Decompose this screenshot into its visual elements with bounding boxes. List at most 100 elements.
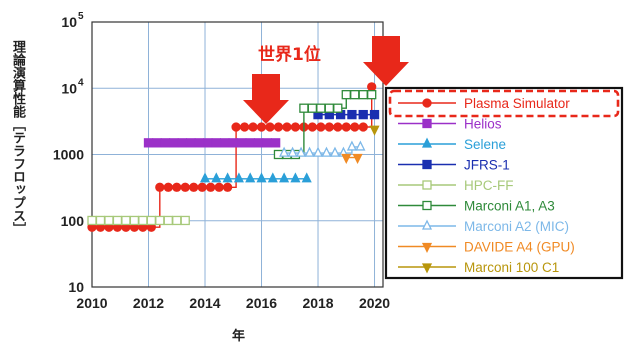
data-point-helios — [254, 138, 264, 148]
data-point-plasma-simulator — [350, 122, 360, 132]
y-tick-exponent: 4 — [78, 77, 84, 88]
data-point-plasma-simulator — [197, 182, 207, 192]
data-point-marconi-a2-mic — [287, 146, 298, 157]
data-point-marconi-a2-mic — [321, 146, 332, 157]
x-tick-label: 2020 — [359, 295, 390, 311]
data-point-helios — [228, 138, 238, 148]
y-tick-exponent: 5 — [78, 11, 84, 22]
legend-label: Plasma Simulator — [464, 96, 570, 111]
data-point-helios — [270, 138, 281, 148]
data-point-marconi-a2-mic — [329, 146, 341, 157]
data-point-helios — [160, 138, 171, 148]
data-point-helios — [262, 138, 272, 148]
data-point-selene — [267, 172, 278, 183]
data-point-plasma-simulator — [256, 122, 267, 132]
data-point-selene — [222, 172, 233, 183]
data-point-davide-a4-gpu — [341, 153, 352, 164]
data-point-plasma-simulator — [180, 182, 190, 192]
data-point-marconi-a2-mic — [355, 140, 366, 151]
data-point-marconi-a2-mic — [304, 146, 315, 157]
data-point-marconi-a1-a3 — [358, 90, 368, 100]
legend-label: Marconi 100 C1 — [464, 260, 559, 275]
data-point-plasma-simulator — [367, 82, 377, 92]
data-point-marconi-a1-a3 — [333, 103, 343, 113]
data-point-marconi-a1-a3 — [324, 103, 334, 113]
data-point-plasma-simulator — [155, 182, 165, 192]
legend-label: Marconi A2 (MIC) — [464, 219, 569, 234]
data-point-helios — [237, 138, 247, 148]
data-point-plasma-simulator — [282, 122, 292, 132]
data-point-jfrs-1 — [369, 109, 380, 120]
data-point-selene — [245, 172, 256, 183]
x-axis-title: 年 — [232, 329, 246, 344]
data-point-hpc-ff — [146, 215, 156, 226]
data-point-plasma-simulator — [290, 122, 301, 132]
data-point-hpc-ff — [129, 215, 140, 226]
data-point-hpc-ff — [155, 215, 165, 226]
data-point-plasma-simulator — [163, 182, 173, 192]
data-point-davide-a4-gpu — [352, 153, 363, 164]
data-point-selene — [199, 172, 211, 183]
data-point-plasma-simulator — [341, 122, 351, 132]
data-point-helios — [211, 138, 221, 148]
data-point-helios — [169, 138, 179, 148]
arrow-2020-icon — [363, 36, 409, 86]
x-tick-label: 2010 — [76, 295, 107, 311]
y-tick-label: 10 — [68, 279, 84, 295]
legend-marker — [421, 263, 433, 274]
data-point-selene — [256, 172, 267, 183]
data-point-marconi-a2-mic — [279, 146, 290, 157]
legend-marker — [421, 242, 433, 253]
data-point-marconi-a2-mic — [312, 146, 324, 157]
data-point-helios — [186, 138, 196, 148]
data-point-selene — [211, 172, 222, 183]
data-point-plasma-simulator — [324, 122, 334, 132]
data-point-hpc-ff — [112, 215, 123, 226]
legend-label: Marconi A1, A3 — [464, 199, 555, 214]
data-point-hpc-ff — [87, 215, 97, 226]
legend-marker — [422, 200, 432, 211]
legend-label: Selene — [464, 137, 506, 152]
data-point-selene — [233, 172, 244, 183]
data-point-selene — [290, 172, 301, 183]
data-point-plasma-simulator — [214, 182, 224, 192]
data-point-marconi-a1-a3 — [350, 90, 360, 100]
data-point-hpc-ff — [180, 215, 190, 226]
y-axis-title: 理論演算性能［テラフロップス］ — [10, 40, 25, 235]
data-point-helios — [152, 138, 162, 148]
data-point-helios — [245, 138, 255, 148]
legend-marker — [421, 137, 433, 148]
x-tick-label: 2018 — [302, 295, 333, 311]
y-tick-label: 1000 — [53, 147, 84, 163]
arrow-2015-icon — [243, 74, 289, 124]
data-point-marconi-a2-mic — [296, 146, 307, 157]
x-tick-label: 2012 — [133, 295, 164, 311]
data-point-hpc-ff — [138, 215, 148, 226]
legend-marker — [422, 180, 432, 190]
data-point-hpc-ff — [163, 215, 173, 226]
data-point-plasma-simulator — [172, 182, 182, 192]
data-point-marconi-a1-a3 — [307, 103, 318, 113]
data-point-helios — [143, 138, 154, 148]
plot-frame — [91, 21, 384, 288]
legend-label: HPC-FF — [464, 178, 514, 193]
data-point-helios — [203, 138, 213, 148]
data-point-helios — [194, 138, 205, 148]
legend-marker — [422, 98, 432, 108]
world-number-one-annotation: 世界1位 — [258, 45, 321, 65]
data-point-marconi-a1-a3 — [367, 90, 377, 100]
data-point-helios — [220, 138, 230, 148]
data-point-plasma-simulator — [333, 122, 343, 132]
data-point-marconi-a1-a3 — [299, 103, 309, 113]
data-point-marconi-a2-mic — [346, 140, 357, 151]
data-point-plasma-simulator — [222, 182, 233, 192]
data-point-hpc-ff — [172, 215, 182, 226]
data-point-marconi-100-c1 — [369, 125, 380, 136]
data-point-plasma-simulator — [248, 122, 258, 132]
y-tick-label: 10 — [61, 14, 77, 30]
data-point-plasma-simulator — [239, 122, 250, 132]
data-point-plasma-simulator — [307, 122, 318, 132]
legend-marker — [422, 159, 432, 170]
data-point-selene — [301, 172, 312, 183]
